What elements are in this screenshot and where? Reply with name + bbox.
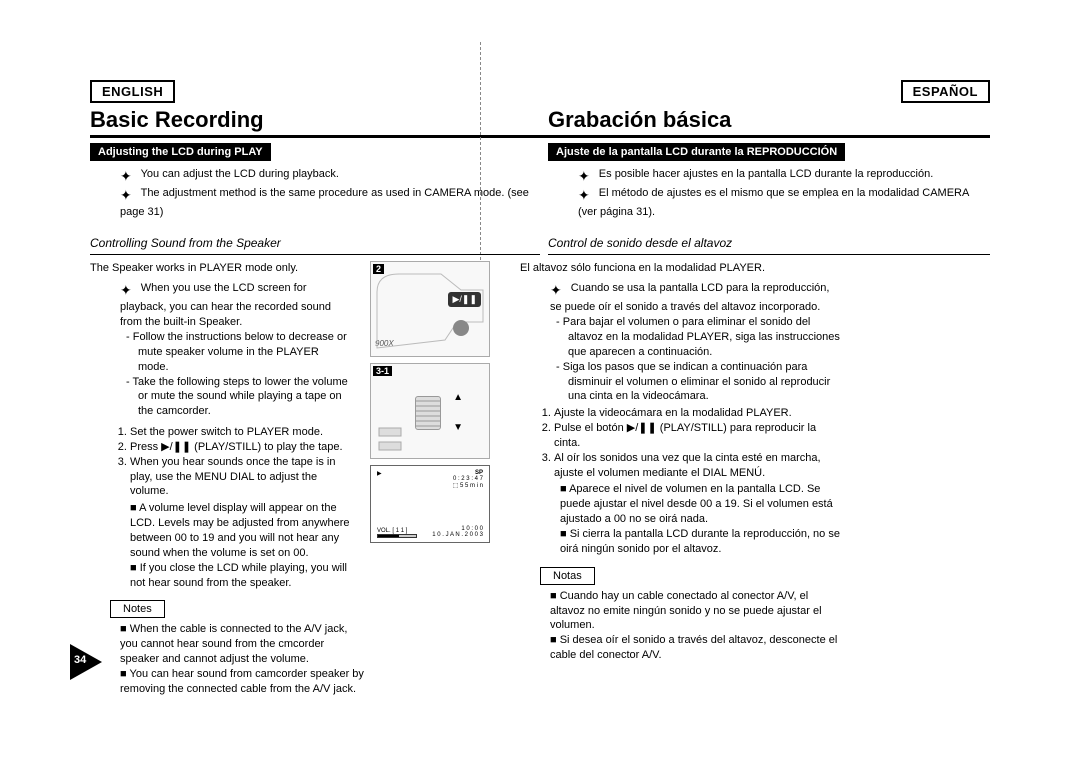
notes-label-left: Notes — [110, 600, 165, 618]
hand-icon: ✦ — [120, 186, 132, 205]
lang-english: ENGLISH — [90, 80, 175, 103]
left-speaker: The Speaker works in PLAYER mode only. — [90, 261, 350, 276]
title-right: Grabación básica — [548, 107, 990, 133]
intro-left-2: ✦ The adjustment method is the same proc… — [90, 186, 540, 220]
right-para1: Cuando se usa la pantalla LCD para la re… — [550, 282, 829, 313]
bullet-icon: ■ — [550, 590, 560, 602]
intro-left-1: ✦ You can adjust the LCD during playback… — [90, 167, 540, 186]
bullet-icon: ■ — [130, 562, 140, 574]
intro-right-1: ✦ Es posible hacer ajustes en la pantall… — [548, 167, 990, 186]
lang-espanol: ESPAÑOL — [901, 80, 990, 103]
right-dash1: Para bajar el volumen o para eliminar el… — [568, 315, 840, 360]
right-note1: Cuando hay un cable conectado al conecto… — [550, 590, 822, 632]
left-para1: When you use the LCD screen for playback… — [120, 282, 331, 328]
camcorder-outline — [371, 262, 489, 356]
page-number: 34 — [74, 654, 86, 666]
left-note1: When the cable is connected to the A/V j… — [120, 623, 347, 665]
title-row: Basic Recording Grabación básica — [90, 107, 990, 135]
intro-right-2: ✦ El método de ajustes es el mismo que s… — [548, 186, 990, 220]
illust-3-1: 3-1 ▲ ▼ — [370, 363, 490, 459]
intro-row: Adjusting the LCD during PLAY ✦ You can … — [90, 142, 990, 220]
bullet-icon: ■ — [120, 623, 130, 635]
left-column: The Speaker works in PLAYER mode only. ✦… — [90, 261, 350, 697]
intro-right-line1: Es posible hacer ajustes en la pantalla … — [599, 168, 933, 180]
section-bar-right: Ajuste de la pantalla LCD durante la REP… — [548, 143, 845, 161]
title-rule — [90, 135, 990, 138]
right-step3b: Si cierra la pantalla LCD durante la rep… — [560, 528, 840, 555]
left-step1: Set the power switch to PLAYER mode. — [130, 425, 350, 440]
illust-2: 2 900X — [370, 261, 490, 357]
hand-icon: ✦ — [120, 281, 132, 300]
right-step3a: Aparece el nivel de volumen en la pantal… — [560, 483, 833, 525]
lcd-vol-value: [ 1 1 ] — [392, 528, 407, 534]
title-left: Basic Recording — [90, 107, 540, 133]
lcd-vol-label: VOL. — [377, 528, 391, 534]
lcd-remain: ⬚ 5 5 m i n — [453, 482, 483, 489]
lcd-play-icon: ▶ — [377, 470, 382, 489]
sub-rule-right — [548, 254, 990, 255]
intro-left-line2: The adjustment method is the same proced… — [120, 187, 529, 218]
right-column: El altavoz sólo funciona en la modalidad… — [510, 261, 840, 663]
left-step2: Press ▶/❚❚ (PLAY/STILL) to play the tape… — [130, 440, 350, 455]
left-dash2: Take the following steps to lower the vo… — [138, 375, 350, 420]
left-dash1: Follow the instructions below to decreas… — [138, 330, 350, 375]
hand-icon: ✦ — [578, 186, 590, 205]
manual-page: ENGLISH ESPAÑOL Basic Recording Grabació… — [90, 80, 990, 640]
bullet-icon: ■ — [550, 634, 560, 646]
left-step3a: A volume level display will appear on th… — [130, 502, 350, 559]
subhead-left: Controlling Sound from the Speaker — [90, 236, 540, 250]
right-note2: Si desea oír el sonido a través del alta… — [550, 634, 837, 661]
right-step1: Ajuste la videocámara en la modalidad PL… — [554, 406, 840, 421]
subhead-right: Control de sonido desde el altavoz — [548, 236, 990, 250]
bullet-icon: ■ — [560, 483, 569, 495]
bullet-icon: ■ — [560, 528, 570, 540]
volume-bar-icon — [377, 534, 417, 538]
hand-icon: ✦ — [550, 281, 562, 300]
intro-right-line2: El método de ajustes es el mismo que se … — [578, 187, 969, 218]
bullet-icon: ■ — [130, 502, 139, 514]
left-note2: You can hear sound from camcorder speake… — [120, 668, 364, 695]
bullet-icon: ■ — [120, 668, 130, 680]
section-bar-left: Adjusting the LCD during PLAY — [90, 143, 271, 161]
right-step2: Pulse el botón ▶/❚❚ (PLAY/STILL) para re… — [554, 421, 840, 451]
hand-icon: ✦ — [120, 167, 132, 186]
right-step3: Al oír los sonidos una vez que la cinta … — [554, 451, 840, 481]
sub-rule-left — [90, 254, 540, 255]
left-step3b: If you close the LCD while playing, you … — [130, 562, 347, 589]
notes-label-right: Notas — [540, 567, 595, 585]
dial-outline — [371, 364, 489, 458]
right-dash2: Siga los pasos que se indican a continua… — [568, 360, 840, 405]
intro-left-line1: You can adjust the LCD during playback. — [141, 168, 339, 180]
hand-icon: ✦ — [578, 167, 590, 186]
body-row: The Speaker works in PLAYER mode only. ✦… — [90, 261, 990, 697]
lcd-time: 0 : 2 3 : 4 7 — [453, 476, 483, 482]
right-speaker: El altavoz sólo funciona en la modalidad… — [520, 261, 840, 276]
center-illustration: 2 900X 3-1 ▲ ▼ ▶ — [370, 261, 490, 549]
subhead-row: Controlling Sound from the Speaker Contr… — [90, 224, 990, 261]
language-header: ENGLISH ESPAÑOL — [90, 80, 990, 103]
left-step3: When you hear sounds once the tape is in… — [130, 455, 350, 500]
illust-lcd: ▶ SP 0 : 2 3 : 4 7 ⬚ 5 5 m i n VOL. [ 1 … — [370, 465, 490, 543]
page-number-badge: 34 — [70, 644, 102, 680]
lcd-date: 1 0 . J A N . 2 0 0 3 — [432, 532, 483, 538]
